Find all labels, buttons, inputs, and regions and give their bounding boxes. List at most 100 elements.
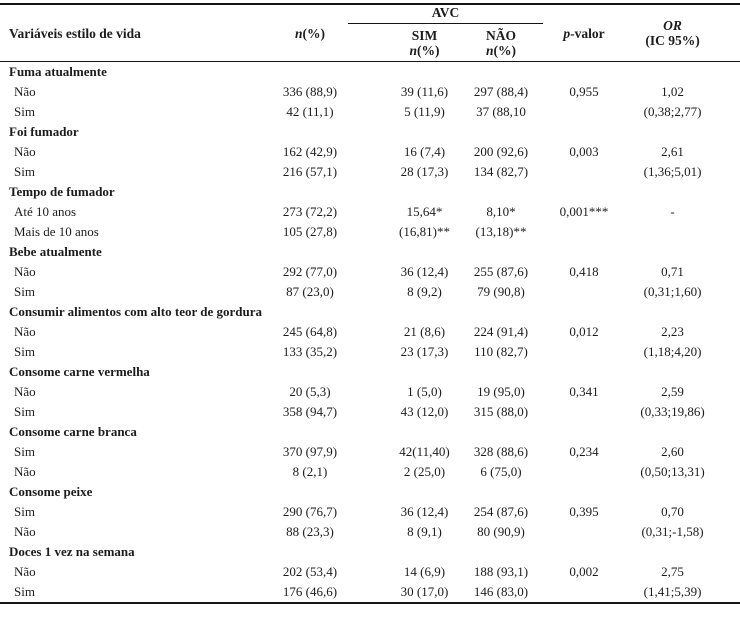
cell-p bbox=[541, 222, 627, 242]
table-body: Fuma atualmente Não 336 (88,9) 39 (11,6) 297… bbox=[0, 62, 740, 604]
table-row: Não 20 (5,3) 1 (5,0) 19 (95,0) 0,341 2,59 bbox=[0, 382, 740, 402]
cell-sim: 28 (17,3) bbox=[400, 164, 449, 179]
cell-p: 0,003 bbox=[569, 144, 599, 159]
cell-or: (0,31;-1,58) bbox=[641, 524, 704, 539]
lifestyle-avc-table: Variáveis estilo de vida n(%) AVC p-valo… bbox=[0, 3, 740, 604]
cell-label: Não bbox=[14, 144, 36, 159]
cell-n: 273 (72,2) bbox=[282, 204, 338, 219]
cell-label: Não bbox=[14, 524, 36, 539]
table-row: Sim 358 (94,7) 43 (12,0) 315 (88,0) (0,33;19… bbox=[0, 402, 740, 422]
cell-label: Sim bbox=[14, 584, 35, 599]
cell-p bbox=[541, 462, 627, 482]
group-header-row: Consome peixe bbox=[0, 482, 740, 502]
cell-or: 2,61 bbox=[661, 144, 684, 159]
cell-label: Sim bbox=[14, 444, 35, 459]
group-label: Bebe atualmente bbox=[9, 244, 102, 259]
table-row: Não 88 (23,3) 8 (9,1) 80 (90,9) (0,31;-1,58) bbox=[0, 522, 740, 542]
cell-p: 0,341 bbox=[569, 384, 599, 399]
group-label: Doces 1 vez na semana bbox=[9, 544, 135, 559]
cell-label: Mais de 10 anos bbox=[14, 224, 99, 239]
cell-n: 133 (35,2) bbox=[282, 344, 338, 359]
cell-sim: 16 (7,4) bbox=[403, 144, 446, 159]
header-nao-label: NÃO bbox=[486, 27, 516, 43]
table-row: Não 292 (77,0) 36 (12,4) 255 (87,6) 0,418 0,7… bbox=[0, 262, 740, 282]
cell-nao: 6 (75,0) bbox=[480, 464, 522, 479]
table-row: Sim 87 (23,0) 8 (9,2) 79 (90,8) (0,31;1,60) bbox=[0, 282, 740, 302]
header-sim-n-italic: n bbox=[409, 42, 417, 58]
cell-label: Não bbox=[14, 264, 36, 279]
table-row: Sim 216 (57,1) 28 (17,3) 134 (82,7) (1,36;5,… bbox=[0, 162, 740, 182]
cell-sim: 5 (11,9) bbox=[404, 104, 445, 119]
cell-nao: 80 (90,9) bbox=[477, 524, 525, 539]
header-sim: SIM n(%) bbox=[368, 24, 461, 62]
cell-or: (0,38;2,77) bbox=[643, 104, 702, 119]
header-sim-label: SIM bbox=[411, 27, 438, 43]
cell-p bbox=[541, 162, 627, 182]
table-row: Não 202 (53,4) 14 (6,9) 188 (93,1) 0,002 2,75 bbox=[0, 562, 740, 582]
cell-sim: 23 (17,3) bbox=[400, 344, 449, 359]
table-row: Sim 133 (35,2) 23 (17,3) 110 (82,7) (1,18;4,… bbox=[0, 342, 740, 362]
cell-sim: 42(11,40) bbox=[399, 444, 450, 459]
cell-n: 290 (76,7) bbox=[282, 504, 338, 519]
cell-label: Sim bbox=[14, 504, 35, 519]
cell-n: 87 (23,0) bbox=[286, 284, 334, 299]
cell-nao: 255 (87,6) bbox=[473, 264, 529, 279]
cell-or: (1,36;5,01) bbox=[643, 164, 702, 179]
group-label: Consome peixe bbox=[9, 484, 93, 499]
cell-nao: 146 (83,0) bbox=[473, 584, 529, 599]
cell-sim: 15,64* bbox=[406, 204, 443, 219]
cell-or: (0,31;1,60) bbox=[643, 284, 702, 299]
cell-or bbox=[627, 222, 740, 242]
cell-nao: 254 (87,6) bbox=[473, 504, 529, 519]
cell-p bbox=[541, 402, 627, 422]
cell-nao: 8,10* bbox=[486, 204, 516, 219]
table-row: Não 245 (64,8) 21 (8,6) 224 (91,4) 0,012 2,23 bbox=[0, 322, 740, 342]
header-row-sub: SIM n(%) NÃO n(%) bbox=[0, 24, 740, 62]
cell-sim: 21 (8,6) bbox=[403, 324, 446, 339]
cell-sim: 43 (12,0) bbox=[400, 404, 449, 419]
header-avc-label: AVC bbox=[348, 5, 544, 24]
table-row: Não 162 (42,9) 16 (7,4) 200 (92,6) 0,003 2,61 bbox=[0, 142, 740, 162]
group-header-row: Consumir alimentos com alto teor de gord… bbox=[0, 302, 740, 322]
header-ic95-label: (IC 95%) bbox=[645, 33, 700, 48]
cell-or: 2,23 bbox=[661, 324, 684, 339]
cell-sim: 36 (12,4) bbox=[400, 504, 449, 519]
group-label: Consumir alimentos com alto teor de gord… bbox=[9, 304, 262, 319]
group-label: Fuma atualmente bbox=[9, 64, 107, 79]
cell-nao: 200 (92,6) bbox=[473, 144, 529, 159]
cell-sim: 2 (25,0) bbox=[403, 464, 446, 479]
cell-p: 0,001*** bbox=[559, 204, 609, 219]
cell-p: 0,002 bbox=[569, 564, 599, 579]
group-header-row: Foi fumador bbox=[0, 122, 740, 142]
cell-label: Não bbox=[14, 564, 36, 579]
cell-n: 358 (94,7) bbox=[282, 404, 338, 419]
cell-label: Até 10 anos bbox=[14, 204, 77, 219]
group-header-row: Doces 1 vez na semana bbox=[0, 542, 740, 562]
cell-p: 0,012 bbox=[569, 324, 599, 339]
cell-nao: 79 (90,8) bbox=[477, 284, 525, 299]
cell-p bbox=[541, 522, 627, 542]
table-row: Sim 290 (76,7) 36 (12,4) 254 (87,6) 0,395 0,7… bbox=[0, 502, 740, 522]
cell-p: 0,955 bbox=[569, 84, 599, 99]
header-nao: NÃO n(%) bbox=[461, 24, 542, 62]
header-p-italic: p bbox=[563, 25, 571, 41]
cell-nao: 297 (88,4) bbox=[473, 84, 529, 99]
header-nao-n-rest: (%) bbox=[493, 42, 517, 58]
cell-label: Sim bbox=[14, 284, 35, 299]
cell-or: (0,50;13,31) bbox=[640, 464, 705, 479]
cell-or: 0,70 bbox=[661, 504, 684, 519]
cell-p: 0,395 bbox=[569, 504, 599, 519]
cell-sim: 30 (17,0) bbox=[400, 584, 449, 599]
cell-label: Sim bbox=[14, 104, 35, 119]
cell-label: Não bbox=[14, 84, 36, 99]
table-row: Sim 370 (97,9) 42(11,40) 328 (88,6) 0,234 2,6… bbox=[0, 442, 740, 462]
cell-or: (0,33;19,86) bbox=[640, 404, 705, 419]
cell-n: 202 (53,4) bbox=[282, 564, 338, 579]
header-p-rest: -valor bbox=[570, 25, 605, 41]
cell-or: (1,41;5,39) bbox=[643, 584, 702, 599]
cell-p bbox=[541, 582, 627, 603]
table-row: Não 8 (2,1) 2 (25,0) 6 (75,0) (0,50;13,31) bbox=[0, 462, 740, 482]
cell-or: - bbox=[670, 204, 675, 219]
cell-label: Sim bbox=[14, 164, 35, 179]
cell-p bbox=[541, 342, 627, 362]
